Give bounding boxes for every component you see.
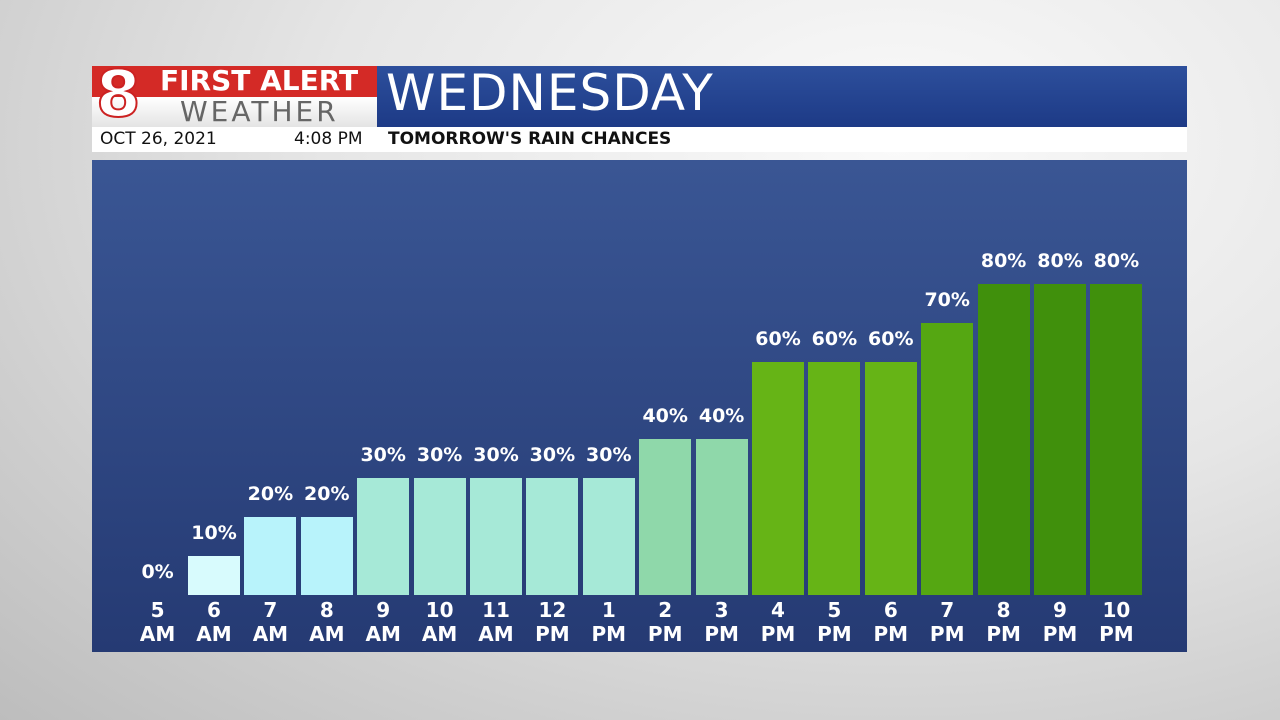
chart-title: WEDNESDAY [386,64,714,122]
time: 4:08 PM [294,129,363,149]
bar [752,361,804,595]
bar [695,439,748,595]
bar [526,478,579,595]
x-tick-label: 10 PM [1099,598,1134,646]
x-tick-label: 4 PM [760,598,796,646]
x-tick-label: 7 AM [252,598,289,646]
x-tick-label: 3 PM [704,598,739,646]
date: OCT 26, 2021 [100,129,217,149]
subtitle-bar [92,127,1187,152]
x-tick-label: 1 PM [591,598,627,646]
value-label: 30% [360,444,406,467]
logo-text: FIRST ALERT [160,64,359,97]
x-tick-label: 9 AM [365,598,401,646]
value-label: 20% [247,483,294,506]
bar [244,517,297,595]
bar [470,478,522,595]
x-tick-label: 6 AM [196,598,232,646]
value-label: 40% [642,405,688,428]
value-label: 60% [755,327,801,350]
bar [639,439,692,595]
bar [357,478,410,595]
value-label: 30% [416,444,463,467]
bar [864,361,917,595]
bar [921,322,974,595]
bar [188,556,240,595]
logo-number: 8 [95,57,142,133]
value-label: 80% [980,249,1027,272]
x-tick-label: 9 PM [1042,598,1078,646]
value-label: 60% [868,327,914,350]
value-label: 80% [1037,249,1083,272]
bar [413,478,466,595]
bar [808,361,861,595]
bar [977,283,1030,595]
title-bar [377,66,1187,127]
value-label: 20% [304,483,350,506]
x-tick-label: 2 PM [647,598,683,646]
value-label: 40% [698,405,745,428]
value-label: 30% [529,444,576,467]
bar [300,517,353,595]
x-tick-label: 12 PM [535,598,570,646]
x-tick-label: 5 AM [139,598,176,646]
value-label: 70% [924,288,970,311]
x-tick-label: 7 PM [929,598,965,646]
value-label: 0% [141,561,174,583]
bar [1034,283,1086,595]
logo-text: WEATHER [180,95,339,128]
value-label: 30% [473,444,519,467]
bar [1090,283,1143,595]
value-label: 10% [191,522,237,545]
logo-white [92,97,377,127]
chart-subtitle: TOMORROW'S RAIN CHANCES [388,129,672,149]
x-tick-label: 8 AM [309,598,345,646]
x-tick-label: 8 PM [986,598,1021,646]
value-label: 30% [586,444,632,467]
x-tick-label: 5 PM [817,598,852,646]
x-tick-label: 6 PM [873,598,909,646]
bar [582,478,635,595]
logo-red [92,66,377,97]
value-label: 60% [811,327,858,350]
x-tick-label: 11 AM [478,598,514,646]
x-tick-label: 10 AM [421,598,458,646]
value-label: 80% [1093,249,1140,272]
